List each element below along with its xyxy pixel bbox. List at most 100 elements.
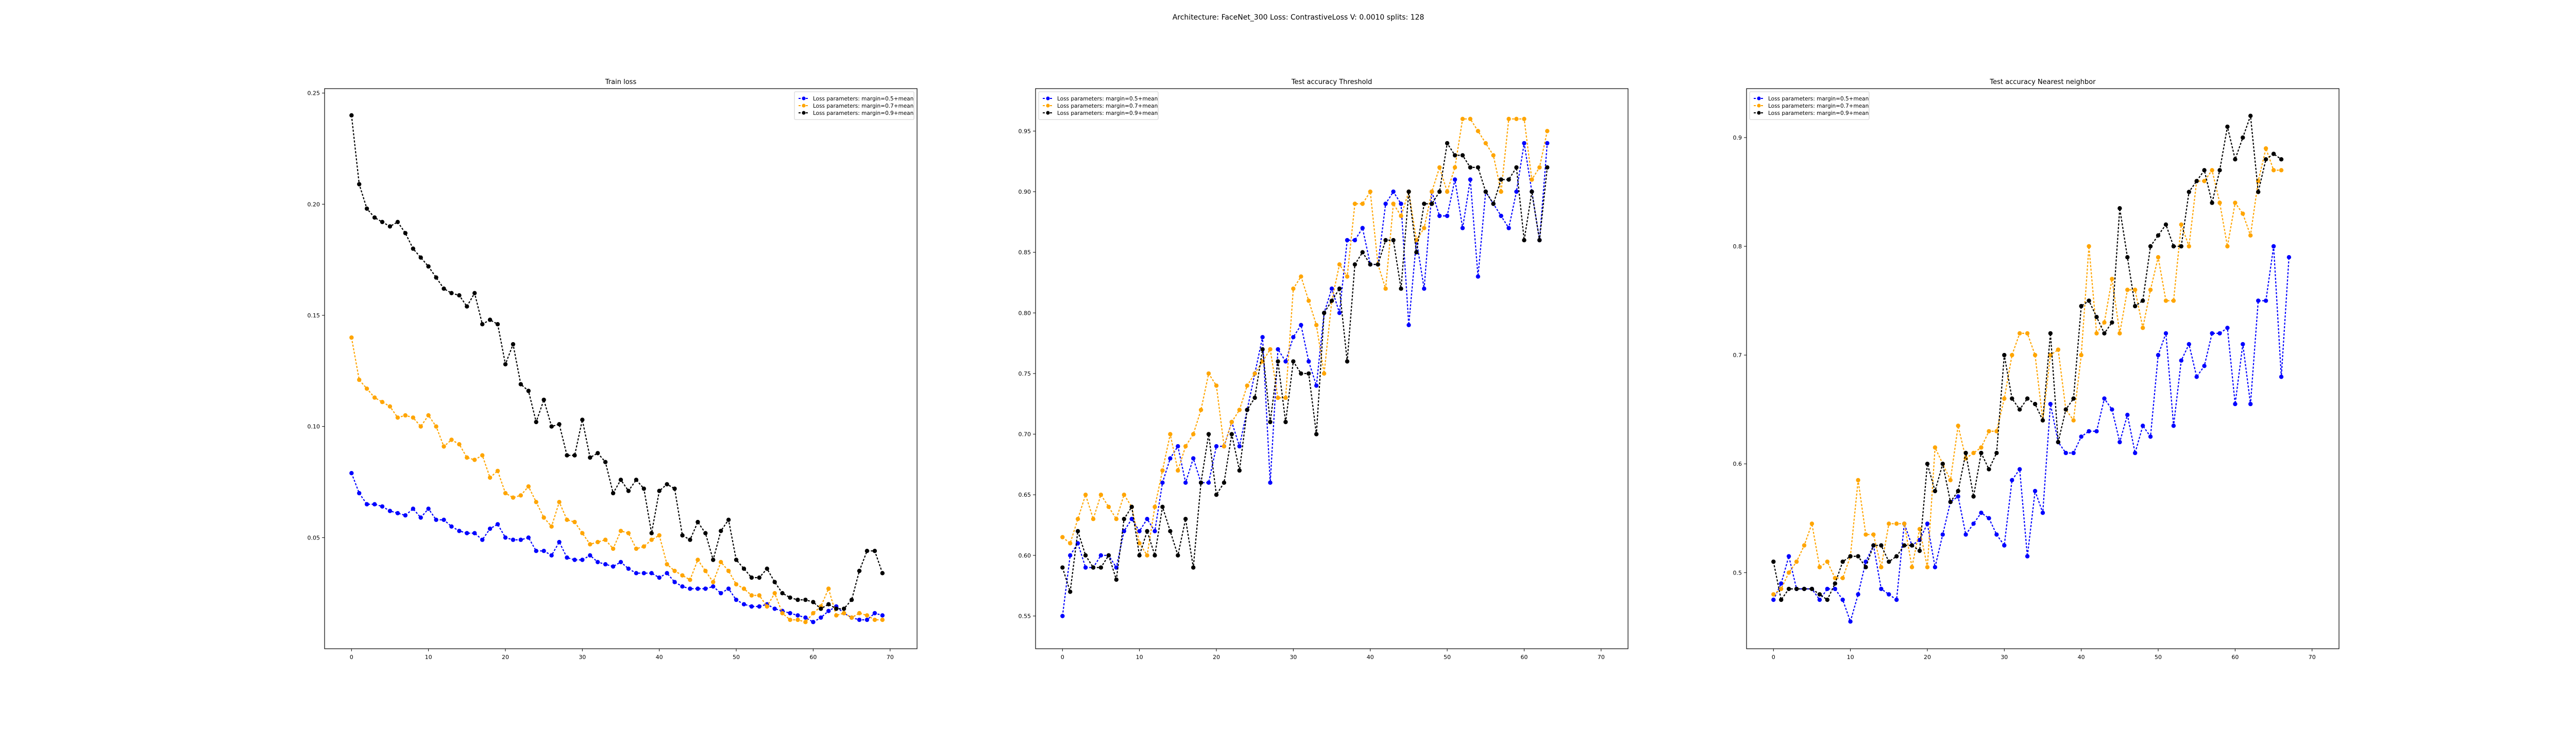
y-tick-label: 0.7 (1733, 352, 1742, 359)
data-point (1260, 347, 1265, 352)
data-point (603, 562, 608, 567)
data-point (1956, 424, 1960, 428)
data-point (349, 471, 354, 476)
data-point (865, 617, 870, 622)
data-point (2125, 413, 2130, 417)
data-point (1060, 535, 1065, 539)
data-point (565, 453, 569, 458)
data-point (357, 491, 362, 496)
data-point (403, 413, 408, 418)
data-point (1833, 581, 1837, 586)
x-tick-label: 30 (579, 654, 586, 661)
data-point (387, 509, 393, 513)
data-point (1206, 371, 1211, 376)
data-point (880, 617, 885, 622)
legend-label: Loss parameters: margin=0.7+mean (1057, 103, 1158, 109)
data-point (1414, 250, 1419, 255)
data-point (472, 291, 477, 295)
data-point (1987, 429, 1991, 434)
data-point (880, 613, 885, 618)
data-point (1794, 586, 1799, 592)
data-point (1771, 559, 1776, 564)
data-point (696, 586, 700, 591)
chart-title: Test accuracy Nearest neighbor (1989, 78, 2096, 86)
x-tick-label: 50 (733, 654, 740, 661)
data-point (1786, 586, 1791, 592)
data-point (1106, 504, 1111, 509)
series-line (351, 337, 883, 623)
data-point (411, 415, 415, 420)
data-point (503, 491, 508, 496)
x-tick-label: 0 (350, 654, 353, 661)
data-point (1329, 286, 1334, 291)
data-point (526, 535, 531, 540)
data-point (2133, 450, 2138, 456)
data-point (1925, 565, 1930, 569)
data-point (1314, 323, 1319, 327)
data-point (364, 502, 369, 507)
data-point (872, 611, 877, 616)
series-loss-parameters-margin-0-9-mean (1060, 141, 1550, 594)
data-point (880, 571, 885, 576)
data-point (588, 542, 592, 547)
data-point (2117, 206, 2122, 211)
data-point (2102, 320, 2107, 325)
data-point (834, 613, 839, 618)
data-point (480, 537, 485, 542)
data-point (1491, 153, 1496, 158)
data-point (765, 566, 770, 571)
data-point (2025, 331, 2030, 336)
data-point (1391, 189, 1396, 194)
data-point (1437, 189, 1442, 194)
data-point (1183, 444, 1188, 449)
data-point (2187, 244, 2191, 249)
series-loss-parameters-margin-0-9-mean (349, 113, 885, 611)
data-point (2010, 478, 2014, 482)
data-point (1863, 565, 1868, 569)
data-point (2079, 352, 2083, 358)
data-point (1129, 504, 1134, 509)
x-tick-label: 60 (1520, 654, 1528, 661)
data-point (2156, 255, 2161, 260)
data-point (688, 537, 692, 542)
data-point (2263, 157, 2268, 162)
data-point (487, 526, 493, 531)
data-point (1483, 141, 1488, 146)
x-tick-label: 30 (1290, 654, 1297, 661)
data-point (1406, 189, 1411, 194)
x-tick-label: 30 (2001, 654, 2008, 661)
data-point (1160, 480, 1165, 485)
data-point (857, 617, 862, 622)
data-point (618, 478, 623, 482)
data-point (1360, 250, 1365, 255)
data-point (2202, 179, 2207, 183)
data-point (2002, 396, 2007, 401)
data-point (2179, 244, 2183, 249)
data-point (2210, 168, 2214, 173)
data-point (596, 451, 600, 456)
data-point (1545, 129, 1550, 133)
data-point (526, 389, 531, 393)
data-point (1176, 444, 1180, 449)
data-point (618, 529, 623, 533)
data-point (518, 493, 523, 498)
data-point (1794, 559, 1799, 564)
data-point (357, 182, 362, 187)
data-point (1514, 165, 1519, 170)
data-point (1252, 371, 1257, 376)
data-point (588, 455, 592, 460)
data-point (2102, 396, 2107, 401)
data-point (2002, 543, 2007, 548)
data-point (1445, 141, 1450, 146)
data-point (1460, 226, 1465, 230)
data-point (2271, 244, 2276, 249)
data-point (1414, 238, 1419, 243)
data-point (1329, 298, 1334, 303)
data-point (1183, 480, 1188, 485)
legend-label: Loss parameters: margin=0.5+mean (1057, 96, 1158, 102)
series-loss-parameters-margin-0-9-mean (1771, 113, 2284, 602)
data-point (2217, 331, 2222, 336)
data-point (1894, 521, 1899, 526)
data-point (1871, 532, 1876, 537)
